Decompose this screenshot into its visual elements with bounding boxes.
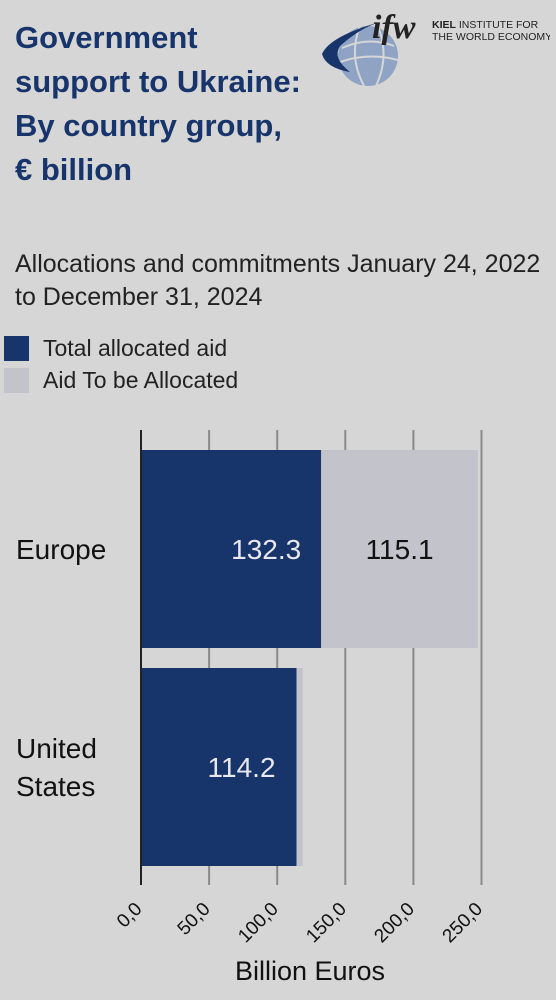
bar-united-states-to-be-allocated	[296, 668, 303, 866]
chart-subtitle: Allocations and commitments January 24, …	[15, 250, 541, 311]
bar-europe-to-be-allocated	[321, 450, 478, 648]
legend-item-allocated: Total allocated aid	[4, 332, 238, 364]
legend-swatch-to-be-allocated	[4, 367, 29, 393]
x-tick-label-0: 0,0	[113, 899, 147, 933]
bar-chart: 132.3 115.1 Europe 114.2 United States 0,0 50,0…	[16, 430, 487, 986]
legend-swatch-allocated	[4, 335, 29, 361]
x-tick-label-3: 150,0	[302, 899, 350, 947]
x-axis-title: Billion Euros	[235, 956, 385, 986]
category-label-united-states: United States	[16, 733, 97, 802]
legend-label-allocated: Total allocated aid	[43, 334, 228, 361]
logo-line1-bold: KIEL	[432, 19, 457, 31]
x-tick-label-4: 200,0	[370, 899, 418, 947]
legend-label-to-be-allocated: Aid To be Allocated	[43, 366, 239, 393]
x-tick-label-2: 100,0	[234, 899, 282, 947]
category-label-europe: Europe	[16, 534, 106, 565]
value-label-europe-to-be-allocated: 115.1	[366, 534, 434, 565]
logo-line1-rest: INSTITUTE FOR	[456, 19, 539, 31]
bar-europe-allocated	[141, 450, 322, 648]
chart-title: Government support to Ukraine: By countr…	[15, 20, 301, 187]
value-label-united-states-allocated: 114.2	[208, 752, 276, 783]
x-tick-label-1: 50,0	[174, 899, 215, 940]
value-label-europe-allocated: 132.3	[231, 534, 301, 565]
globe-icon	[322, 22, 399, 87]
bar-united-states-allocated	[141, 668, 297, 866]
x-tick-label-5: 250,0	[439, 899, 487, 947]
logo-mark: ifw	[372, 9, 416, 46]
svg-text:KIEL INSTITUTE FOR: KIEL INSTITUTE FOR	[432, 19, 539, 31]
logo-line2: THE WORLD ECONOMY	[432, 31, 550, 43]
kiel-institute-logo: ifw KIEL INSTITUTE FOR THE WORLD ECONOMY	[322, 9, 550, 87]
chart-legend: Total allocated aid Aid To be Allocated	[4, 332, 238, 396]
legend-item-to-be-allocated: Aid To be Allocated	[4, 364, 238, 396]
